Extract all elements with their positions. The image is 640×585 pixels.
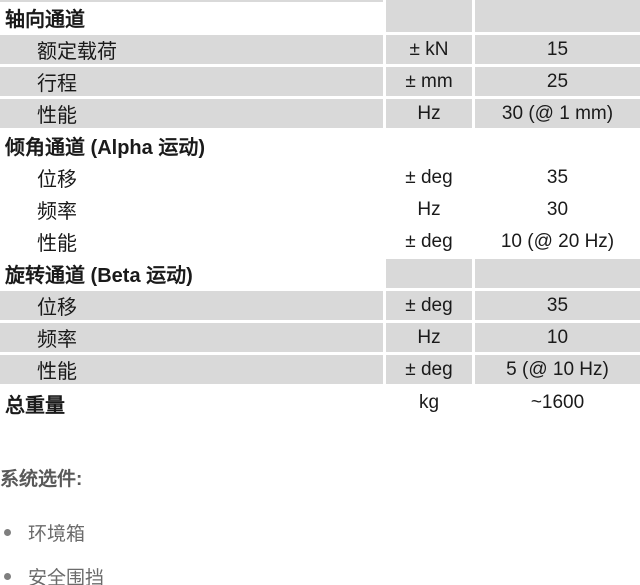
spec-row: 倾角通道 (Alpha 运动) [0, 131, 640, 163]
row-label-cell: 频率 [37, 201, 77, 223]
row-unit-cell: ± mm [383, 67, 472, 96]
row-label-cell: 轴向通道 [5, 9, 85, 31]
row-unit-cell: ± deg [383, 163, 472, 192]
row-value-cell: 35 [472, 291, 640, 320]
row-unit-cell: Hz [383, 323, 472, 352]
row-label-cell: 倾角通道 (Alpha 运动) [5, 137, 205, 159]
spec-row: 位移 ± deg 35 [0, 291, 640, 323]
row-unit-cell [383, 259, 472, 288]
row-value-cell [472, 3, 640, 32]
row-unit-cell: kg [383, 387, 472, 419]
row-value-cell [472, 259, 640, 288]
row-label-cell: 性能 [0, 355, 383, 384]
table-top-strip-cell [0, 0, 383, 3]
row-unit-cell: ± deg [383, 355, 472, 384]
row-value-cell: 10 [472, 323, 640, 352]
row-label-cell: 额定载荷 [0, 35, 383, 64]
spec-row: 行程 ± mm 25 [0, 67, 640, 99]
row-value-cell: 10 (@ 20 Hz) [472, 227, 640, 256]
row-unit-cell: Hz [383, 99, 472, 128]
table-top-strip [0, 0, 640, 3]
row-label-cell: 频率 [0, 323, 383, 352]
spec-row: 旋转通道 (Beta 运动) [0, 259, 640, 291]
row-label-cell: 性能 [0, 99, 383, 128]
row-unit-cell [383, 131, 472, 160]
options-heading: 系统选件: [0, 469, 83, 490]
row-value-cell: ~1600 [472, 387, 640, 419]
row-unit-cell: ± kN [383, 35, 472, 64]
spec-row: 额定载荷 ± kN 15 [0, 35, 640, 67]
list-item-label: 环境箱 [28, 523, 86, 545]
row-label-cell: 性能 [37, 233, 77, 255]
row-value-cell: 25 [472, 67, 640, 96]
spec-row: 位移 ± deg 35 [0, 163, 640, 195]
row-value-cell [472, 131, 640, 160]
row-value-cell: 35 [472, 163, 640, 192]
spec-row: 轴向通道 [0, 3, 640, 35]
row-label-cell: 总重量 [5, 394, 65, 417]
spec-row: 频率 Hz 10 [0, 323, 640, 355]
row-label-cell: 旋转通道 (Beta 运动) [5, 265, 193, 287]
row-label-cell: 位移 [37, 169, 77, 191]
row-unit-cell: Hz [383, 195, 472, 224]
options-list: 环境箱 安全围挡 [0, 522, 640, 585]
system-options-section: 系统选件: 环境箱 安全围挡 [0, 464, 640, 585]
row-unit-cell [383, 3, 472, 32]
row-label-cell: 行程 [0, 67, 383, 96]
list-item: 安全围挡 [0, 566, 640, 585]
spec-row: 总重量 kg ~1600 [0, 387, 640, 419]
row-unit-cell: ± deg [383, 291, 472, 320]
table-top-strip-cell [383, 0, 472, 3]
spec-table: 轴向通道 额定载荷 ± kN 15 行程 ± mm 25 性能 Hz 30 (@… [0, 0, 640, 419]
table-top-strip-cell [472, 0, 640, 3]
row-unit-cell: ± deg [383, 227, 472, 256]
spec-row: 性能 ± deg 5 (@ 10 Hz) [0, 355, 640, 387]
spec-row: 性能 Hz 30 (@ 1 mm) [0, 99, 640, 131]
list-item: 环境箱 [0, 522, 640, 545]
spec-row: 频率 Hz 30 [0, 195, 640, 227]
spec-row: 性能 ± deg 10 (@ 20 Hz) [0, 227, 640, 259]
row-value-cell: 15 [472, 35, 640, 64]
bullet-icon [4, 572, 11, 580]
row-label-cell: 位移 [0, 291, 383, 320]
bullet-icon [4, 528, 11, 536]
row-value-cell: 30 (@ 1 mm) [472, 99, 640, 128]
row-value-cell: 5 (@ 10 Hz) [472, 355, 640, 384]
list-item-label: 安全围挡 [28, 567, 105, 585]
row-value-cell: 30 [472, 195, 640, 224]
